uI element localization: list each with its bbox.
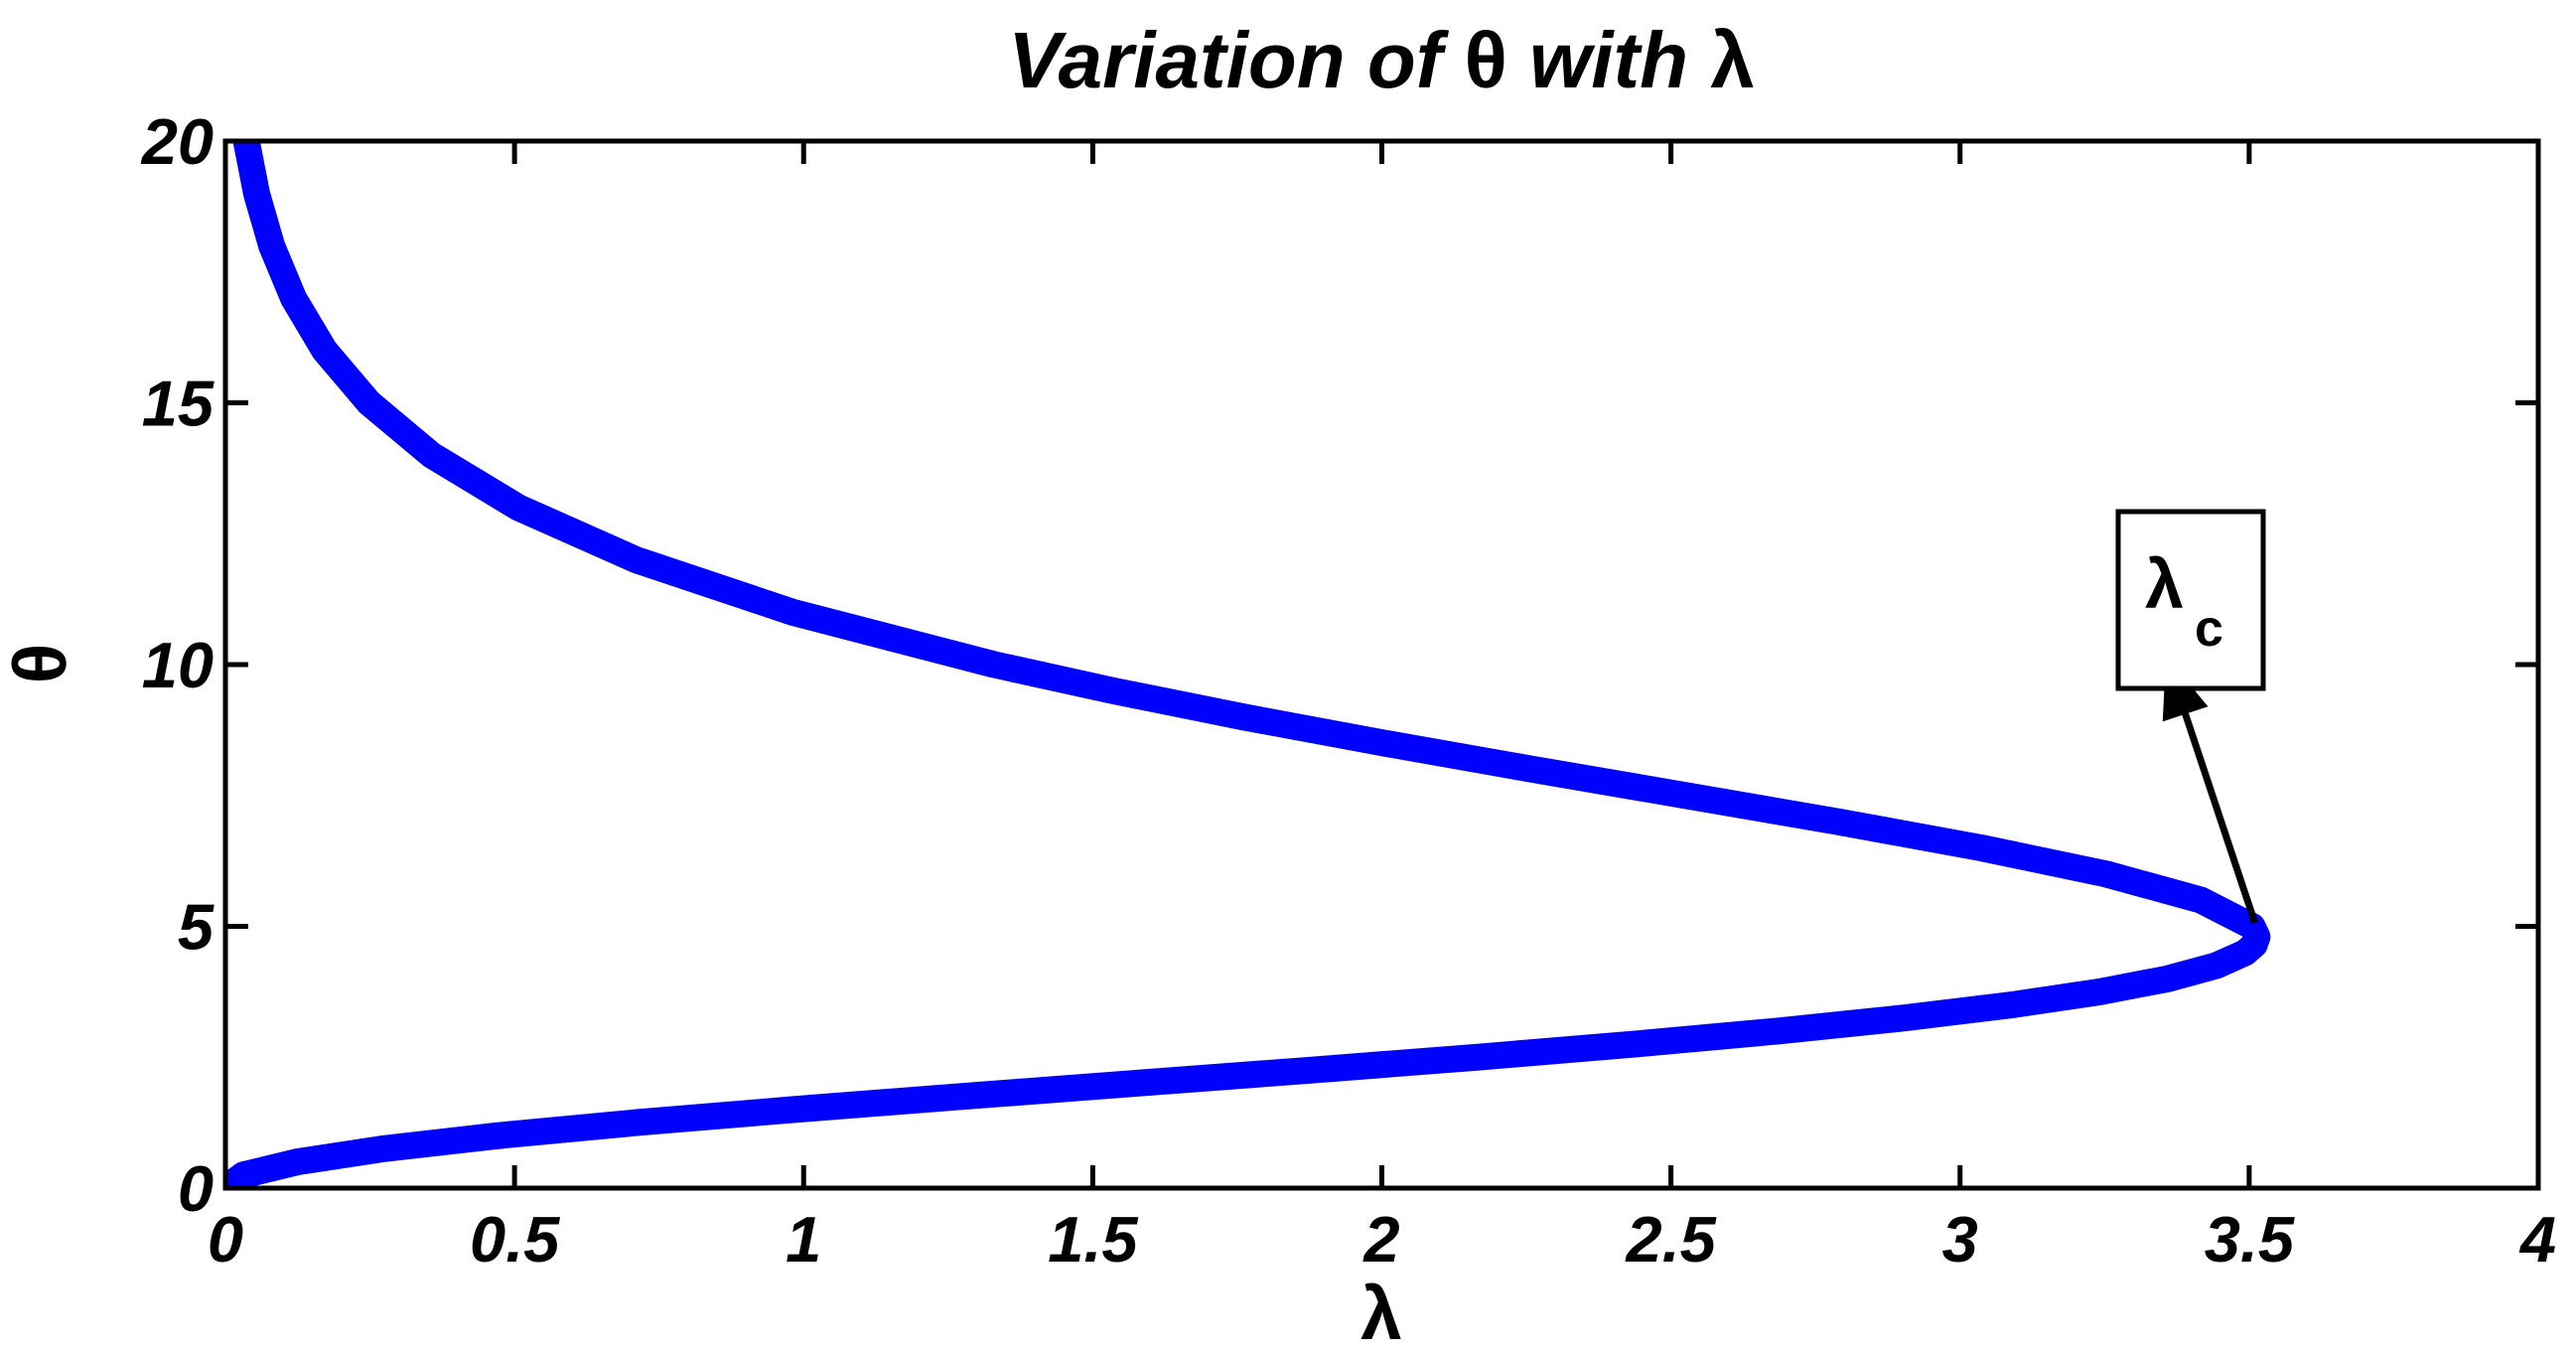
x-tick-label: 2 xyxy=(1361,1203,1399,1276)
curve-layer xyxy=(225,141,2271,1188)
chart-title-text-2: with xyxy=(1507,16,1710,104)
annotation-box xyxy=(2115,509,2266,691)
x-tick-label: 0 xyxy=(208,1203,243,1276)
y-tick-label: 0 xyxy=(178,1152,214,1225)
x-tick-label: 1 xyxy=(786,1203,821,1276)
chart-title-text-1: Variation of xyxy=(1008,16,1464,104)
x-axis-label: λ xyxy=(1360,1272,1402,1355)
critical-point-annotation: λ c xyxy=(2115,509,2266,925)
theta-vs-lambda-bifurcation-curve xyxy=(225,141,2271,1188)
chart-title-theta: θ xyxy=(1465,16,1507,104)
annotation-arrow-line xyxy=(2179,705,2259,925)
annotation-lambda-label: λ xyxy=(2145,545,2184,623)
x-tick-label: 4 xyxy=(2518,1203,2556,1276)
tick-layer: 0 0.5 1 1.5 2 2.5 3 3.5 4 0 5 10 15 20 xyxy=(140,105,2556,1276)
y-tick-label: 15 xyxy=(142,368,215,440)
x-tick-label: 1.5 xyxy=(1048,1203,1138,1276)
x-tick-label: 3 xyxy=(1942,1203,1978,1276)
chart-title-lambda: λ xyxy=(1710,16,1755,104)
y-tick-label: 20 xyxy=(140,105,214,178)
annotation-lambda-subscript: c xyxy=(2195,600,2223,658)
x-tick-label: 2.5 xyxy=(1624,1203,1716,1276)
y-axis-label: θ xyxy=(0,644,81,684)
x-tick-label: 0.5 xyxy=(470,1203,560,1276)
y-tick-label: 10 xyxy=(142,629,214,701)
chart-title: Variation of θ with λ xyxy=(1008,16,1754,104)
y-tick-label: 5 xyxy=(178,891,215,964)
x-tick-label: 3.5 xyxy=(2205,1203,2295,1276)
